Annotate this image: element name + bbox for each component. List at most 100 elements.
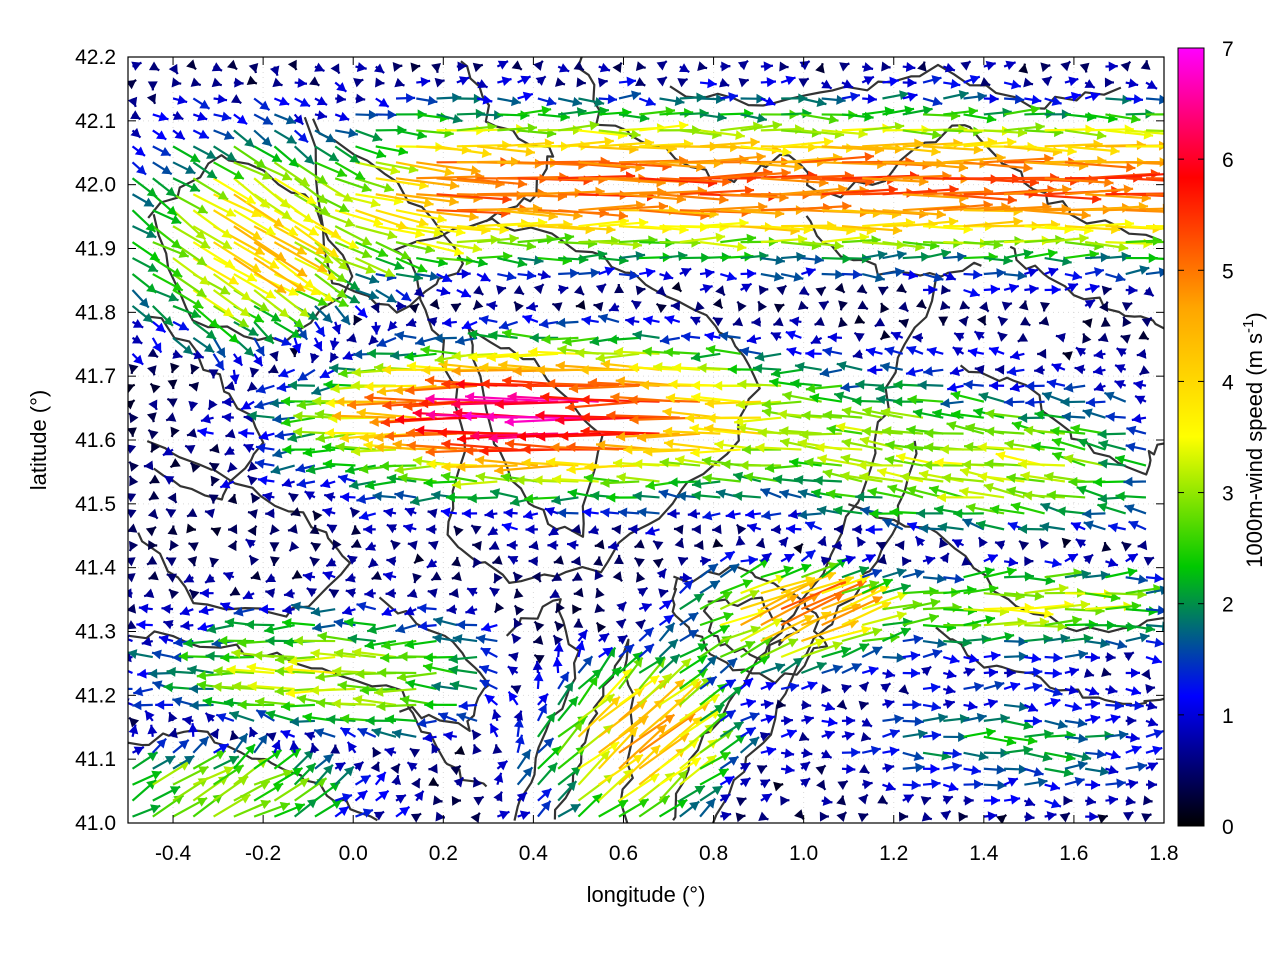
- wind-arrow: [168, 539, 179, 551]
- wind-arrow: [537, 787, 553, 802]
- wind-arrow: [551, 572, 563, 582]
- wind-arrow: [283, 664, 336, 675]
- wind-arrow: [132, 804, 161, 818]
- wind-arrow: [377, 667, 417, 678]
- wind-arrow: [821, 625, 872, 643]
- wind-arrow: [618, 674, 660, 706]
- wind-arrow: [735, 536, 746, 546]
- wind-arrow: [479, 679, 498, 690]
- wind-arrow: [554, 620, 565, 632]
- wind-arrow: [598, 632, 610, 643]
- wind-arrow: [341, 605, 356, 616]
- wind-arrow: [1122, 811, 1134, 821]
- wind-arrow: [1145, 717, 1159, 727]
- wind-arrow: [699, 675, 718, 690]
- wind-arrow: [147, 508, 159, 520]
- wind-arrow: [262, 491, 275, 502]
- wind-arrow: [289, 740, 300, 753]
- wind-arrow: [939, 537, 949, 549]
- wind-arrow: [179, 606, 194, 616]
- wind-arrow: [1064, 751, 1092, 762]
- wind-arrow: [257, 475, 275, 486]
- wind-arrow: [489, 488, 518, 499]
- y-tick-label: 41.5: [75, 493, 116, 516]
- wind-arrow: [226, 664, 275, 675]
- wind-arrow: [557, 780, 578, 802]
- wind-arrow: [186, 508, 198, 518]
- wind-arrow: [739, 677, 754, 690]
- wind-arrow: [291, 569, 303, 580]
- wind-arrow: [170, 426, 180, 438]
- wind-arrow: [328, 588, 340, 599]
- wind-arrow: [658, 738, 700, 770]
- wind-arrow: [921, 811, 933, 822]
- wind-arrow: [1085, 796, 1097, 806]
- wind-arrow: [443, 731, 458, 741]
- wind-arrow: [719, 755, 740, 770]
- wind-arrow: [1105, 639, 1128, 650]
- wind-arrow: [885, 440, 924, 451]
- wind-arrow: [409, 747, 421, 758]
- wind-arrow: [1125, 667, 1141, 678]
- wind-arrow: [780, 729, 798, 739]
- colorbar: 0 1 2 3 4 5 6 7 1000m-wind speed (m s-1): [1177, 38, 1267, 839]
- x-tick-label: 1.6: [1059, 842, 1088, 865]
- wind-arrow: [1044, 798, 1062, 809]
- wind-arrow: [326, 714, 356, 725]
- wind-arrow: [381, 606, 397, 617]
- wind-arrow: [632, 491, 660, 502]
- wind-arrow: [384, 714, 417, 725]
- wind-arrow: [977, 442, 1025, 453]
- wind-arrow: [618, 713, 676, 754]
- wind-arrow: [162, 446, 174, 457]
- wind-arrow: [996, 813, 1008, 823]
- wind-arrow: [837, 779, 849, 791]
- wind-arrow: [739, 777, 752, 788]
- wind-arrow: [475, 634, 498, 644]
- wind-arrow: [317, 631, 356, 643]
- wind-arrow: [192, 766, 235, 786]
- wind-arrow: [880, 682, 892, 693]
- wind-arrow: [573, 587, 584, 598]
- wind-arrow: [1145, 585, 1164, 596]
- wind-arrow: [331, 539, 342, 551]
- wind-arrow: [407, 588, 418, 599]
- wind-arrow: [1137, 540, 1148, 551]
- wind-arrow: [778, 536, 789, 548]
- wind-arrow: [422, 732, 437, 743]
- wind-arrow: [902, 668, 921, 679]
- wind-arrow: [771, 524, 782, 535]
- wind-arrow: [364, 588, 376, 599]
- wind-arrow: [373, 686, 417, 697]
- wind-arrow: [313, 728, 336, 738]
- wind-arrow: [691, 524, 701, 535]
- wind-arrow: [942, 782, 959, 792]
- wind-arrow: [804, 521, 823, 531]
- wind-arrow: [209, 728, 220, 740]
- wind-arrow: [254, 458, 275, 469]
- wind-arrow: [1023, 797, 1036, 807]
- wind-arrow: [183, 638, 214, 648]
- wind-arrow: [426, 558, 438, 569]
- wind-arrow: [480, 647, 498, 659]
- wind-arrow: [1064, 569, 1092, 580]
- wind-arrow: [413, 553, 425, 565]
- wind-arrow: [233, 799, 271, 818]
- wind-arrow: [1115, 491, 1147, 502]
- wind-arrow: [165, 556, 177, 567]
- wind-arrow: [617, 634, 628, 645]
- wind-arrow: [1084, 766, 1110, 777]
- wind-arrow: [247, 461, 258, 472]
- wind-arrow: [857, 793, 869, 805]
- wind-arrow: [265, 588, 276, 599]
- wind-arrow: [148, 668, 174, 679]
- wind-arrow: [923, 763, 940, 774]
- terrain-contour: [147, 154, 354, 344]
- wind-arrow: [1023, 702, 1039, 712]
- wind-arrow: [322, 459, 356, 470]
- wind-arrow: [310, 541, 322, 552]
- wind-arrow: [612, 571, 623, 582]
- wind-arrow: [679, 654, 708, 674]
- wind-arrow: [882, 627, 912, 643]
- wind-arrow: [1098, 458, 1126, 469]
